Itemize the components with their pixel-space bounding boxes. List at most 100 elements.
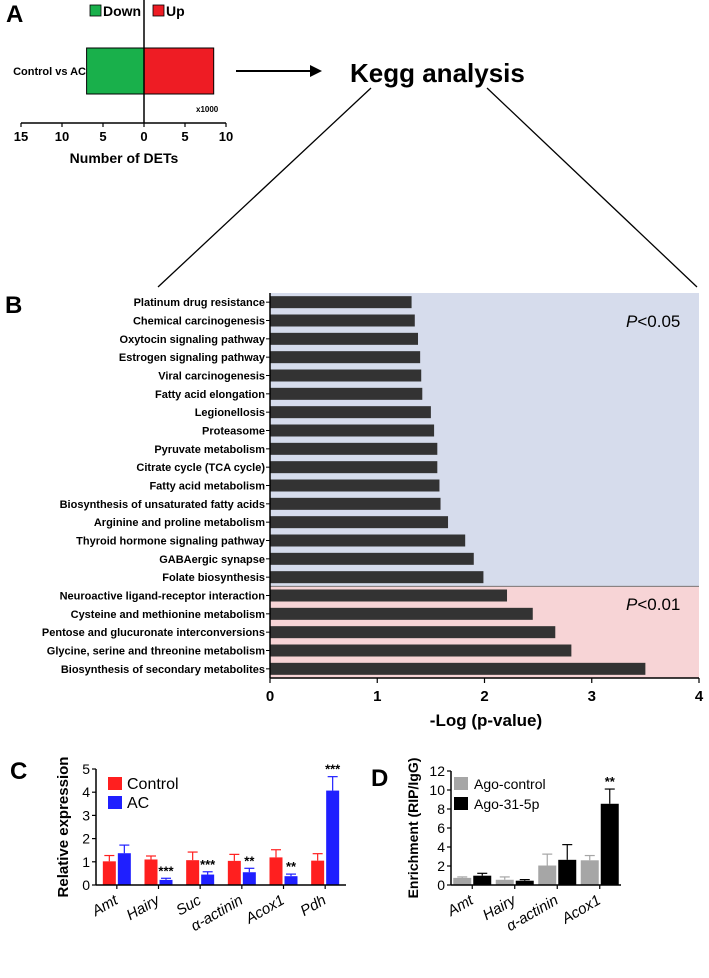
category-label-arginine-and-proline-metabolism: Arginine and proline metabolism: [94, 517, 265, 529]
bar-control-pdh: [311, 860, 325, 885]
bar-fatty-acid-metabolism: [270, 479, 440, 492]
scale-note: x1000: [196, 105, 219, 114]
bar-up: [144, 48, 214, 94]
bar-ago-31-5p-hairy: [515, 880, 534, 885]
x-tick-label: 1: [373, 688, 381, 705]
category-label-fatty-acid-elongation: Fatty acid elongation: [155, 389, 265, 401]
legend-label-ago-315p: Ago-31-5p: [474, 796, 540, 812]
legend-label-up: Up: [166, 3, 185, 19]
significance-mark: **: [244, 853, 255, 868]
category-label-legionellosis: Legionellosis: [195, 407, 265, 419]
y-tick-label: 6: [437, 820, 445, 836]
bar-control-suc: [186, 860, 200, 885]
x-tick-label: 3: [588, 688, 596, 705]
category-label-pyruvate-metabolism: Pyruvate metabolism: [154, 444, 265, 456]
bar-biosynthesis-of-secondary-metabolites: [270, 662, 646, 675]
bar-ago-31-5p-actinin: [558, 859, 577, 885]
x-tick-label: 10: [219, 129, 233, 144]
bar-pentose-and-glucuronate-interconversions: [270, 626, 556, 639]
category-label-platinum-drug-resistance: Platinum drug resistance: [134, 297, 265, 309]
bar-control-actinin: [227, 860, 241, 885]
y-tick-label: 10: [429, 782, 445, 798]
bar-oxytocin-signaling-pathway: [270, 332, 419, 345]
x-tick-label: 2: [480, 688, 488, 705]
legend-swatch-ago-315p: [454, 797, 468, 810]
region-label-italic: P: [626, 595, 638, 614]
category-label-biosynthesis-of-unsaturated-fatty-acids: Biosynthesis of unsaturated fatty acids: [60, 499, 265, 511]
bar-outline: [86, 47, 215, 95]
y-tick-label: 4: [82, 784, 90, 800]
flow-arrow-head: [310, 65, 322, 77]
panel-d-chart: Amt Hairyα-actinin**Acox1024681012Enrichm…: [405, 758, 621, 935]
bar-ago-control-acox1: [580, 860, 599, 885]
y-tick-label: 12: [429, 763, 445, 779]
category-label-cysteine-and-methionine-metabolism: Cysteine and methionine metabolism: [71, 609, 266, 621]
panel-label-c: C: [10, 758, 27, 785]
bar-ago-31-5p-amt: [473, 875, 492, 885]
region-label-p001: P<0.01: [626, 595, 680, 614]
bar-control-acox1: [269, 857, 283, 885]
category-label-citrate-cycle-tca-cycle: Citrate cycle (TCA cycle): [136, 462, 265, 474]
bar-legionellosis: [270, 406, 431, 419]
bar-down: [86, 48, 144, 94]
category-label-chemical-carcinogenesis: Chemical carcinogenesis: [133, 316, 265, 328]
y-axis-title: Relative expression: [55, 757, 72, 898]
bar-ac-suc: [201, 874, 215, 885]
y-tick-label: 8: [437, 801, 445, 817]
category-label: Control vs AC: [13, 66, 86, 78]
legend-swatch-up: [152, 4, 165, 17]
bar-ago-31-5p-acox1: [600, 803, 619, 885]
category-label-folate-biosynthesis: Folate biosynthesis: [162, 572, 265, 584]
category-label-viral-carcinogenesis: Viral carcinogenesis: [158, 371, 265, 383]
x-axis-title: Number of DETs: [70, 150, 179, 166]
bar-viral-carcinogenesis: [270, 369, 422, 382]
category-label-glycine-serine-and-threonine-metabolism: Glycine, serine and threonine metabolism: [47, 646, 265, 658]
legend-label-ac: AC: [127, 795, 149, 812]
category-label-hairy: Hairy: [124, 891, 164, 924]
category-label-acox1: Acox1: [242, 892, 287, 928]
y-tick-label: 0: [437, 877, 445, 893]
region-label-italic: P: [626, 312, 638, 331]
legend-label-down: Down: [103, 3, 141, 19]
significance-mark: ***: [200, 857, 216, 872]
bar-ago-control-actinin: [538, 865, 557, 885]
x-tick-label: 15: [14, 129, 28, 144]
x-tick-label: 0: [140, 129, 147, 144]
kegg-title: Kegg analysis: [350, 58, 525, 88]
bar-pyruvate-metabolism: [270, 442, 438, 455]
bar-estrogen-signaling-pathway: [270, 351, 421, 364]
zoom-line-right: [486, 87, 698, 288]
bar-biosynthesis-of-unsaturated-fatty-acids: [270, 497, 441, 510]
significance-mark: ***: [158, 863, 174, 878]
panel-b-chart: Platinum drug resistance Chemical carcino…: [42, 293, 704, 730]
significance-mark: ***: [325, 762, 341, 777]
category-label-pentose-and-glucuronate-interconversions: Pentose and glucuronate interconversions: [42, 627, 265, 639]
y-tick-label: 4: [437, 839, 445, 855]
bar-fatty-acid-elongation: [270, 387, 423, 400]
zoom-line-left: [157, 87, 372, 288]
legend-swatch-ago-control: [454, 777, 468, 790]
region-label-rest: <0.01: [637, 595, 680, 614]
category-label-fatty-acid-metabolism: Fatty acid metabolism: [149, 481, 265, 493]
bar-citrate-cycle-tca-cycle: [270, 461, 438, 474]
bar-folate-biosynthesis: [270, 571, 484, 584]
bar-glycine-serine-and-threonine-metabolism: [270, 644, 572, 657]
y-tick-label: 2: [437, 858, 445, 874]
panel-label-d: D: [371, 765, 388, 792]
bar-neuroactive-ligand-receptor-interaction: [270, 589, 508, 602]
x-axis-title: -Log (p-value): [430, 711, 542, 730]
category-label-oxytocin-signaling-pathway: Oxytocin signaling pathway: [120, 334, 266, 346]
bar-ago-control-amt: [453, 877, 472, 885]
bar-ac-amt: [117, 853, 131, 885]
legend-swatch-ac: [108, 796, 122, 809]
category-label-thyroid-hormone-signaling-pathway: Thyroid hormone signaling pathway: [76, 536, 266, 548]
panel-label-a: A: [6, 1, 23, 28]
x-tick-label: 4: [695, 688, 704, 705]
bar-platinum-drug-resistance: [270, 296, 412, 309]
category-label-amt: Amt: [88, 891, 121, 920]
bar-control-hairy: [144, 859, 158, 885]
panel-label-b: B: [5, 292, 22, 319]
bar-gabaergic-synapse: [270, 552, 474, 565]
category-label-gabaergic-synapse: GABAergic synapse: [159, 554, 265, 566]
